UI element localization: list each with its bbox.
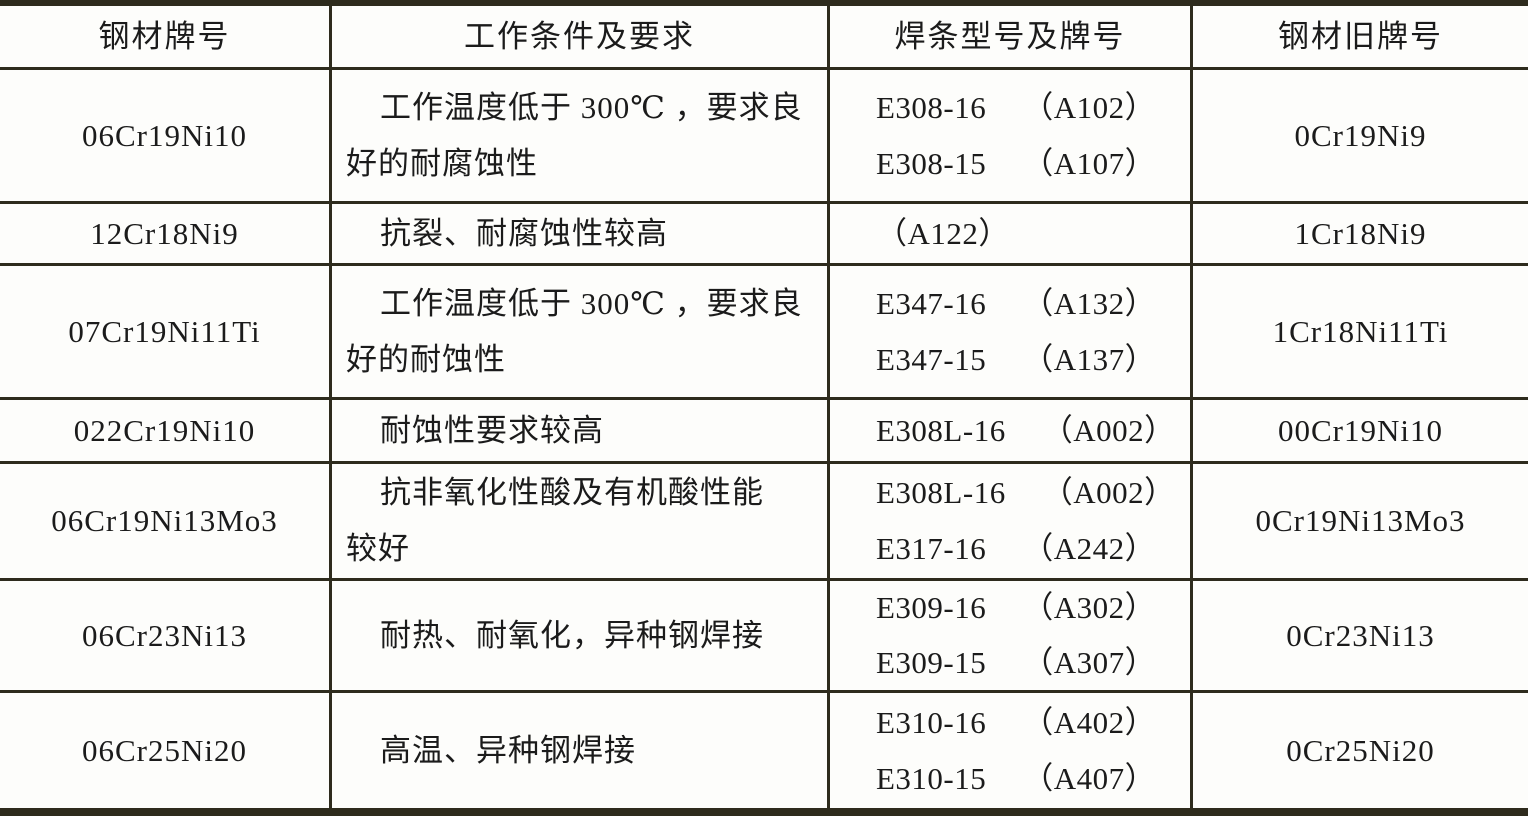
cell-steel-grade: 07Cr19Ni11Ti: [0, 266, 332, 397]
electrode-brand: （A137）: [1022, 341, 1157, 377]
electrode-line: E308L-16 （A002）: [876, 465, 1190, 521]
cell-conditions: 工作温度低于 300℃ ，要求良 好的耐蚀性: [332, 266, 830, 397]
table-row: 022Cr19Ni10 耐蚀性要求较高 E308L-16 （A002） 00Cr…: [0, 400, 1528, 464]
electrode-line: E310-15 （A407）: [876, 751, 1190, 807]
electrode-brand: （A132）: [1022, 285, 1157, 321]
cell-electrodes: E309-16 （A302） E309-15 （A307）: [830, 581, 1193, 690]
condition-line: 工作温度低于 300℃ ，要求良: [380, 89, 803, 125]
electrode-model: E308-16: [876, 89, 987, 125]
cell-electrodes: E308L-16 （A002） E317-16 （A242）: [830, 464, 1193, 578]
cell-electrodes: E310-16 （A402） E310-15 （A407）: [830, 693, 1193, 808]
electrode-model: E309-15: [876, 644, 987, 680]
electrode-model: E308L-16: [876, 412, 1006, 448]
electrode-brand: （A302）: [1022, 590, 1157, 626]
cell-old-grade: 0Cr19Ni13Mo3: [1255, 503, 1466, 539]
table-row: 06Cr23Ni13 耐热、耐氧化，异种钢焊接 E309-16 （A302） E…: [0, 581, 1528, 693]
cell-old-grade: 0Cr23Ni13: [1286, 617, 1435, 653]
cell-steel-grade: 06Cr25Ni20: [0, 693, 332, 808]
electrode-brand: （A107）: [1022, 145, 1157, 181]
electrode-line: E308-15 （A107）: [876, 136, 1190, 192]
cell-conditions: 工作温度低于 300℃ ，要求良 好的耐腐蚀性: [332, 70, 830, 201]
condition-line: 耐热、耐氧化，异种钢焊接: [380, 617, 764, 653]
electrode-line: E310-16 （A402）: [876, 695, 1190, 751]
electrode-brand: （A407）: [1022, 760, 1157, 796]
cell-old-grade: 00Cr19Ni10: [1278, 412, 1443, 448]
electrode-line: E317-16 （A242）: [876, 521, 1190, 577]
cell-conditions: 耐热、耐氧化，异种钢焊接: [332, 581, 830, 690]
condition-line: 较好: [346, 531, 410, 566]
cell-electrodes: E347-16 （A132） E347-15 （A137）: [830, 266, 1193, 397]
electrode-line: （A122）: [876, 206, 1190, 262]
cell-conditions: 耐蚀性要求较高: [332, 400, 830, 461]
cell-electrodes: （A122）: [830, 204, 1193, 263]
cell-steel-grade: 06Cr19Ni10: [0, 70, 332, 201]
cell-electrodes: E308-16 （A102） E308-15 （A107）: [830, 70, 1193, 201]
electrode-line: E347-16 （A132）: [876, 276, 1190, 332]
electrode-model: E310-16: [876, 704, 987, 740]
electrode-brand: （A102）: [1022, 89, 1157, 125]
electrode-brand: （A122）: [876, 215, 1010, 251]
condition-line: 工作温度低于 300℃ ，要求良: [380, 285, 803, 321]
cell-old-grade: 0Cr25Ni20: [1286, 732, 1435, 768]
electrode-model: E317-16: [876, 531, 987, 567]
cell-conditions: 高温、异种钢焊接: [332, 693, 830, 808]
table-row: 12Cr18Ni9 抗裂、耐腐蚀性较高 （A122） 1Cr18Ni9: [0, 204, 1528, 266]
electrode-brand: （A002）: [1041, 475, 1176, 511]
electrode-brand: （A307）: [1022, 644, 1157, 680]
electrode-brand: （A242）: [1022, 531, 1157, 567]
cell-steel-grade: 06Cr19Ni13Mo3: [0, 464, 332, 578]
condition-line: 高温、异种钢焊接: [380, 732, 636, 768]
col-header-old-grade: 钢材旧牌号: [1278, 18, 1443, 54]
electrode-model: E309-16: [876, 590, 987, 626]
table-row: 06Cr19Ni10 工作温度低于 300℃ ，要求良 好的耐腐蚀性 E308-…: [0, 70, 1528, 204]
col-header-working-conditions: 工作条件及要求: [332, 6, 830, 67]
electrode-line: E308-16 （A102）: [876, 80, 1190, 136]
condition-line: 好的耐蚀性: [346, 341, 506, 377]
table-header-row: 钢材牌号 工作条件及要求 焊条型号及牌号 钢材旧牌号: [0, 6, 1528, 70]
cell-old-grade: 1Cr18Ni11Ti: [1272, 313, 1449, 349]
cell-old-grade: 0Cr19Ni9: [1294, 117, 1427, 153]
table-row: 06Cr25Ni20 高温、异种钢焊接 E310-16 （A402） E310-…: [0, 693, 1528, 808]
col-header-electrode-model: 焊条型号及牌号: [830, 6, 1193, 67]
cell-steel-grade: 06Cr23Ni13: [0, 581, 332, 690]
electrode-line: E309-15 （A307）: [876, 636, 1190, 691]
cell-steel-grade: 12Cr18Ni9: [0, 204, 332, 263]
col-header-steel-grade: 钢材牌号: [0, 6, 332, 67]
condition-line: 好的耐腐蚀性: [346, 145, 538, 181]
electrode-line: E347-15 （A137）: [876, 332, 1190, 388]
condition-line: 抗裂、耐腐蚀性较高: [380, 215, 668, 251]
condition-line: 耐蚀性要求较高: [380, 412, 604, 448]
cell-electrodes: E308L-16 （A002）: [830, 400, 1193, 461]
electrode-brand: （A002）: [1041, 412, 1176, 448]
table-row: 07Cr19Ni11Ti 工作温度低于 300℃ ，要求良 好的耐蚀性 E347…: [0, 266, 1528, 400]
cell-conditions: 抗裂、耐腐蚀性较高: [332, 204, 830, 263]
cell-steel-grade: 022Cr19Ni10: [0, 400, 332, 461]
electrode-model: E347-15: [876, 341, 987, 377]
table-row: 06Cr19Ni13Mo3 抗非氧化性酸及有机酸性能 较好 E308L-16 （…: [0, 464, 1528, 581]
electrode-model: E310-15: [876, 760, 987, 796]
electrode-line: E309-16 （A302）: [876, 581, 1190, 636]
electrode-line: E308L-16 （A002）: [876, 403, 1190, 459]
cell-conditions: 抗非氧化性酸及有机酸性能 较好: [332, 464, 830, 578]
electrode-model: E308-15: [876, 145, 987, 181]
electrode-model: E347-16: [876, 285, 987, 321]
cell-old-grade: 1Cr18Ni9: [1294, 215, 1427, 251]
condition-line: 抗非氧化性酸及有机酸性能: [380, 475, 764, 510]
electrode-model: E308L-16: [876, 475, 1006, 511]
electrode-brand: （A402）: [1022, 704, 1157, 740]
